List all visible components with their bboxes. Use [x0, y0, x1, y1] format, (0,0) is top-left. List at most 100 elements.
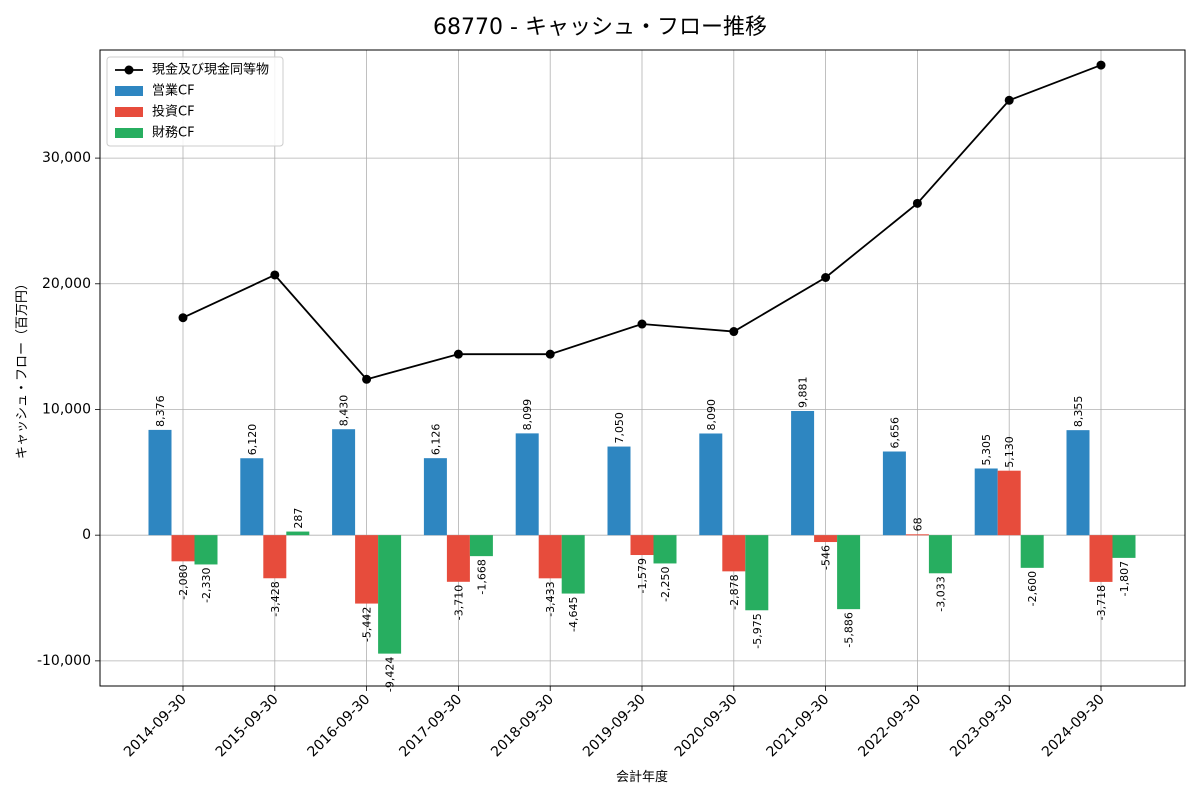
bar-2-2014-09-30 — [171, 535, 195, 562]
bar-value-label: -3,033 — [934, 576, 947, 611]
chart-title: 68770 - キャッシュ・フロー推移 — [433, 15, 767, 40]
bar-value-label: 7,050 — [613, 412, 626, 444]
bar-value-label: 6,120 — [246, 424, 259, 456]
bar-value-label: -1,668 — [475, 559, 488, 594]
bar-series — [148, 410, 1136, 654]
bar-2-2023-09-30 — [997, 470, 1021, 536]
y-tick-label: 20,000 — [42, 276, 91, 292]
y-tick-label: 30,000 — [42, 150, 91, 166]
bar-value-label: 5,130 — [1003, 436, 1016, 468]
x-tick-label: 2015-09-30 — [213, 692, 282, 761]
bar-value-label: -9,424 — [384, 657, 397, 692]
grid-lines — [100, 50, 1185, 686]
bar-1-2021-09-30 — [791, 410, 815, 536]
bar-2-2018-09-30 — [538, 535, 562, 579]
legend-box — [106, 56, 284, 147]
y-tick-label: -10,000 — [37, 653, 91, 669]
cash-balance-point-2016-09-30 — [362, 374, 372, 384]
bar-1-2022-09-30 — [882, 451, 906, 536]
legend-bar-swatch — [115, 128, 143, 138]
x-tick-label: 2019-09-30 — [580, 692, 649, 761]
bar-2-2022-09-30 — [905, 534, 929, 536]
bar-1-2018-09-30 — [515, 433, 539, 536]
data-labels: 8,376 6,120 8,430 6,126 8,099 7,050 8,090 9,881… — [154, 376, 1131, 692]
line-series — [178, 60, 1106, 384]
bar-3-2020-09-30 — [745, 535, 769, 611]
bar-3-2017-09-30 — [469, 535, 493, 557]
cash-balance-point-2020-09-30 — [729, 327, 739, 337]
y-tick-label: 10,000 — [42, 401, 91, 417]
bar-1-2020-09-30 — [699, 433, 723, 536]
bar-3-2021-09-30 — [837, 535, 861, 610]
axis-ticks: -10,000 0 10,000 20,000 30,000 2014-09-30 2015… — [37, 150, 1108, 760]
bar-value-label: -2,330 — [200, 567, 213, 602]
bar-3-2022-09-30 — [928, 535, 952, 574]
bar-value-label: -5,442 — [361, 607, 374, 642]
bar-value-label: 8,376 — [154, 395, 167, 427]
bar-value-label: 8,099 — [521, 399, 534, 431]
y-axis-title: キャッシュ・フロー（百万円） — [15, 277, 30, 459]
bar-3-2014-09-30 — [194, 535, 218, 565]
bar-value-label: 9,881 — [797, 376, 810, 408]
bar-value-label: -5,975 — [751, 613, 764, 648]
bar-3-2024-09-30 — [1112, 535, 1136, 558]
cash-balance-point-2024-09-30 — [1096, 60, 1106, 70]
bar-value-label: -2,250 — [659, 566, 672, 601]
legend-marker-swatch — [124, 65, 134, 75]
legend-label: 財務CF — [152, 126, 195, 141]
bar-2-2021-09-30 — [814, 535, 838, 543]
x-tick-label: 2022-09-30 — [855, 692, 924, 761]
bar-value-label: -2,080 — [177, 564, 190, 599]
bar-value-label: 8,090 — [705, 399, 718, 431]
cash-balance-point-2022-09-30 — [912, 198, 922, 208]
x-tick-label: 2020-09-30 — [672, 692, 741, 761]
bar-value-label: -546 — [820, 545, 833, 570]
bar-3-2015-09-30 — [286, 531, 310, 536]
cash-balance-point-2018-09-30 — [545, 349, 555, 359]
x-tick-label: 2016-09-30 — [305, 692, 374, 761]
cash-balance-point-2017-09-30 — [453, 349, 463, 359]
bar-value-label: -5,886 — [843, 612, 856, 647]
cash-balance-point-2015-09-30 — [270, 270, 280, 280]
bar-1-2014-09-30 — [148, 429, 172, 536]
bar-2-2015-09-30 — [263, 535, 287, 579]
legend-label: 営業CF — [152, 83, 195, 99]
x-tick-label: 2024-09-30 — [1039, 692, 1108, 761]
x-tick-label: 2014-09-30 — [121, 692, 190, 761]
legend-label: 投資CF — [152, 104, 195, 120]
legend-bar-swatch — [115, 86, 143, 96]
x-tick-label: 2018-09-30 — [488, 692, 557, 761]
bar-value-label: 8,430 — [338, 395, 351, 427]
bar-value-label: -3,433 — [544, 581, 557, 616]
x-tick-label: 2017-09-30 — [396, 692, 465, 761]
bar-value-label: 287 — [292, 508, 305, 529]
legend-bar-swatch — [115, 107, 143, 117]
bar-1-2023-09-30 — [974, 468, 998, 536]
bar-1-2024-09-30 — [1066, 430, 1090, 536]
bar-3-2023-09-30 — [1020, 535, 1044, 568]
bar-2-2019-09-30 — [630, 535, 654, 556]
x-tick-label: 2021-09-30 — [764, 692, 833, 761]
bar-1-2016-09-30 — [332, 429, 356, 536]
cash-balance-point-2014-09-30 — [178, 313, 188, 323]
bar-value-label: -3,710 — [452, 585, 465, 620]
plot-area-frame — [99, 49, 1186, 687]
x-axis-title: 会計年度 — [616, 769, 668, 785]
bar-value-label: -1,807 — [1118, 561, 1131, 596]
bar-1-2017-09-30 — [423, 458, 447, 536]
bar-value-label: -3,718 — [1095, 585, 1108, 620]
x-tick-label: 2023-09-30 — [947, 692, 1016, 761]
bar-value-label: 5,305 — [980, 434, 993, 466]
bar-1-2019-09-30 — [607, 446, 631, 536]
y-tick-label: 0 — [82, 527, 91, 543]
bar-value-label: -2,878 — [728, 574, 741, 609]
bar-value-label: 6,656 — [888, 417, 901, 449]
bar-2-2017-09-30 — [446, 535, 470, 582]
bar-value-label: -4,645 — [567, 597, 580, 632]
bar-1-2015-09-30 — [240, 458, 264, 536]
bar-2-2016-09-30 — [355, 535, 379, 604]
bar-value-label: 8,355 — [1072, 396, 1085, 428]
bar-value-label: -1,579 — [636, 558, 649, 593]
